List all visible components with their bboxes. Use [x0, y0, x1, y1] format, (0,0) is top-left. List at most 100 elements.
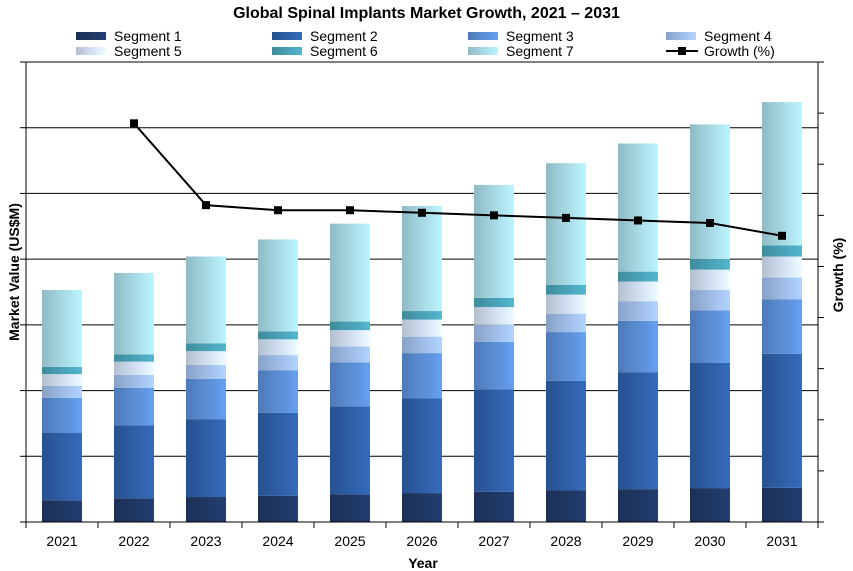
x-tick-label: 2030: [694, 533, 725, 549]
bar-segment: [186, 256, 226, 344]
legend-item: Growth (%): [666, 43, 775, 59]
bar-segment: [546, 490, 586, 522]
bar-segment: [762, 102, 802, 246]
growth-point: [346, 206, 354, 215]
bar-segment: [42, 500, 82, 522]
x-tick-label: 2021: [46, 533, 77, 549]
bar-segment: [186, 378, 226, 420]
bar-segment: [762, 256, 802, 278]
bar-segment: [114, 425, 154, 499]
y-axis-label: Market Value (US$M): [6, 203, 22, 341]
bar-segment: [474, 297, 514, 308]
growth-point: [130, 119, 138, 128]
bar-segment: [258, 412, 298, 496]
bar-segment: [474, 184, 514, 298]
legend-label: Segment 1: [114, 28, 182, 44]
bar-segment: [258, 331, 298, 340]
bar-segment: [330, 362, 370, 407]
legend-item: Segment 4: [666, 28, 772, 44]
bar-segment: [402, 493, 442, 522]
legend-label: Segment 5: [114, 43, 182, 59]
bar-segment: [330, 406, 370, 495]
bar-segment: [690, 124, 730, 260]
bar-segment: [546, 332, 586, 381]
bar-segment: [42, 366, 82, 375]
x-tick-label: 2022: [118, 533, 149, 549]
bar-segment: [258, 239, 298, 332]
bar-segment: [618, 143, 658, 272]
bar-segment: [762, 277, 802, 300]
bar-segment: [762, 245, 802, 257]
bar-segment: [330, 346, 370, 363]
bar-segment: [258, 495, 298, 522]
legend-label: Segment 3: [506, 28, 574, 44]
legend-label: Segment 7: [506, 43, 574, 59]
bar-segment: [690, 290, 730, 311]
bar-segment: [186, 419, 226, 498]
axes: [20, 61, 824, 528]
bar-segment: [42, 374, 82, 386]
legend-swatch: [666, 32, 696, 40]
bar-segment: [690, 362, 730, 489]
bar-segment: [114, 361, 154, 375]
bar-segment: [402, 319, 442, 337]
bar-segment: [330, 321, 370, 331]
growth-point: [418, 208, 426, 217]
bar-segment: [474, 307, 514, 325]
bar-segment: [474, 324, 514, 342]
legend: Segment 1 Segment 2 Segment 3 Segment 4 Segm…: [76, 28, 775, 59]
bar-segment: [42, 385, 82, 398]
bar-segment: [690, 259, 730, 270]
legend-item: Segment 1: [76, 28, 182, 44]
legend-item: Segment 7: [468, 43, 574, 59]
bar-segment: [546, 313, 586, 333]
bar-segment: [402, 205, 442, 312]
legend-swatch: [468, 32, 498, 40]
bar-segment: [186, 364, 226, 379]
legend-swatch: [76, 47, 106, 55]
legend-swatch: [272, 47, 302, 55]
bar-segment: [546, 294, 586, 314]
bar-segment: [42, 397, 82, 433]
legend-item: Segment 3: [468, 28, 574, 44]
bar-segment: [402, 398, 442, 494]
x-tick-label: 2026: [406, 533, 437, 549]
bar-segment: [114, 354, 154, 362]
bar-segment: [402, 353, 442, 399]
bar-segment: [114, 374, 154, 388]
growth-point: [778, 231, 786, 240]
x-tick-label: 2029: [622, 533, 653, 549]
legend-label: Segment 4: [704, 28, 772, 44]
legend-label: Growth (%): [704, 43, 775, 59]
bar-segment: [762, 353, 802, 488]
legend-label: Segment 6: [310, 43, 378, 59]
y2-axis-label: Growth (%): [830, 238, 846, 313]
bar-segment: [258, 355, 298, 371]
bar-segment: [258, 370, 298, 413]
bar-segment: [330, 223, 370, 322]
x-tick-label: 2024: [262, 533, 293, 549]
bar-segment: [114, 387, 154, 426]
x-tick-label: 2031: [766, 533, 797, 549]
growth-line: [130, 119, 786, 240]
legend-item: Segment 6: [272, 43, 378, 59]
growth-point: [706, 219, 714, 227]
bar-segment: [762, 299, 802, 354]
growth-point: [490, 211, 498, 220]
bar-segment: [546, 380, 586, 491]
bar-segment: [42, 290, 82, 367]
bar-segment: [330, 330, 370, 347]
x-axis-label: Year: [408, 555, 438, 571]
bar-segment: [690, 269, 730, 291]
legend-swatch: [468, 47, 498, 55]
bar-segment: [258, 339, 298, 356]
bar-segment: [546, 284, 586, 295]
x-tick-labels: 2021 2022 2023 2024 2025 2026 2027 2028 2029 2030…: [46, 533, 797, 549]
bar-segment: [186, 351, 226, 365]
bar-segment: [186, 343, 226, 352]
legend-label: Segment 2: [310, 28, 378, 44]
bar-segment: [762, 487, 802, 522]
bar-segment: [618, 271, 658, 282]
legend-swatch: [76, 32, 106, 40]
